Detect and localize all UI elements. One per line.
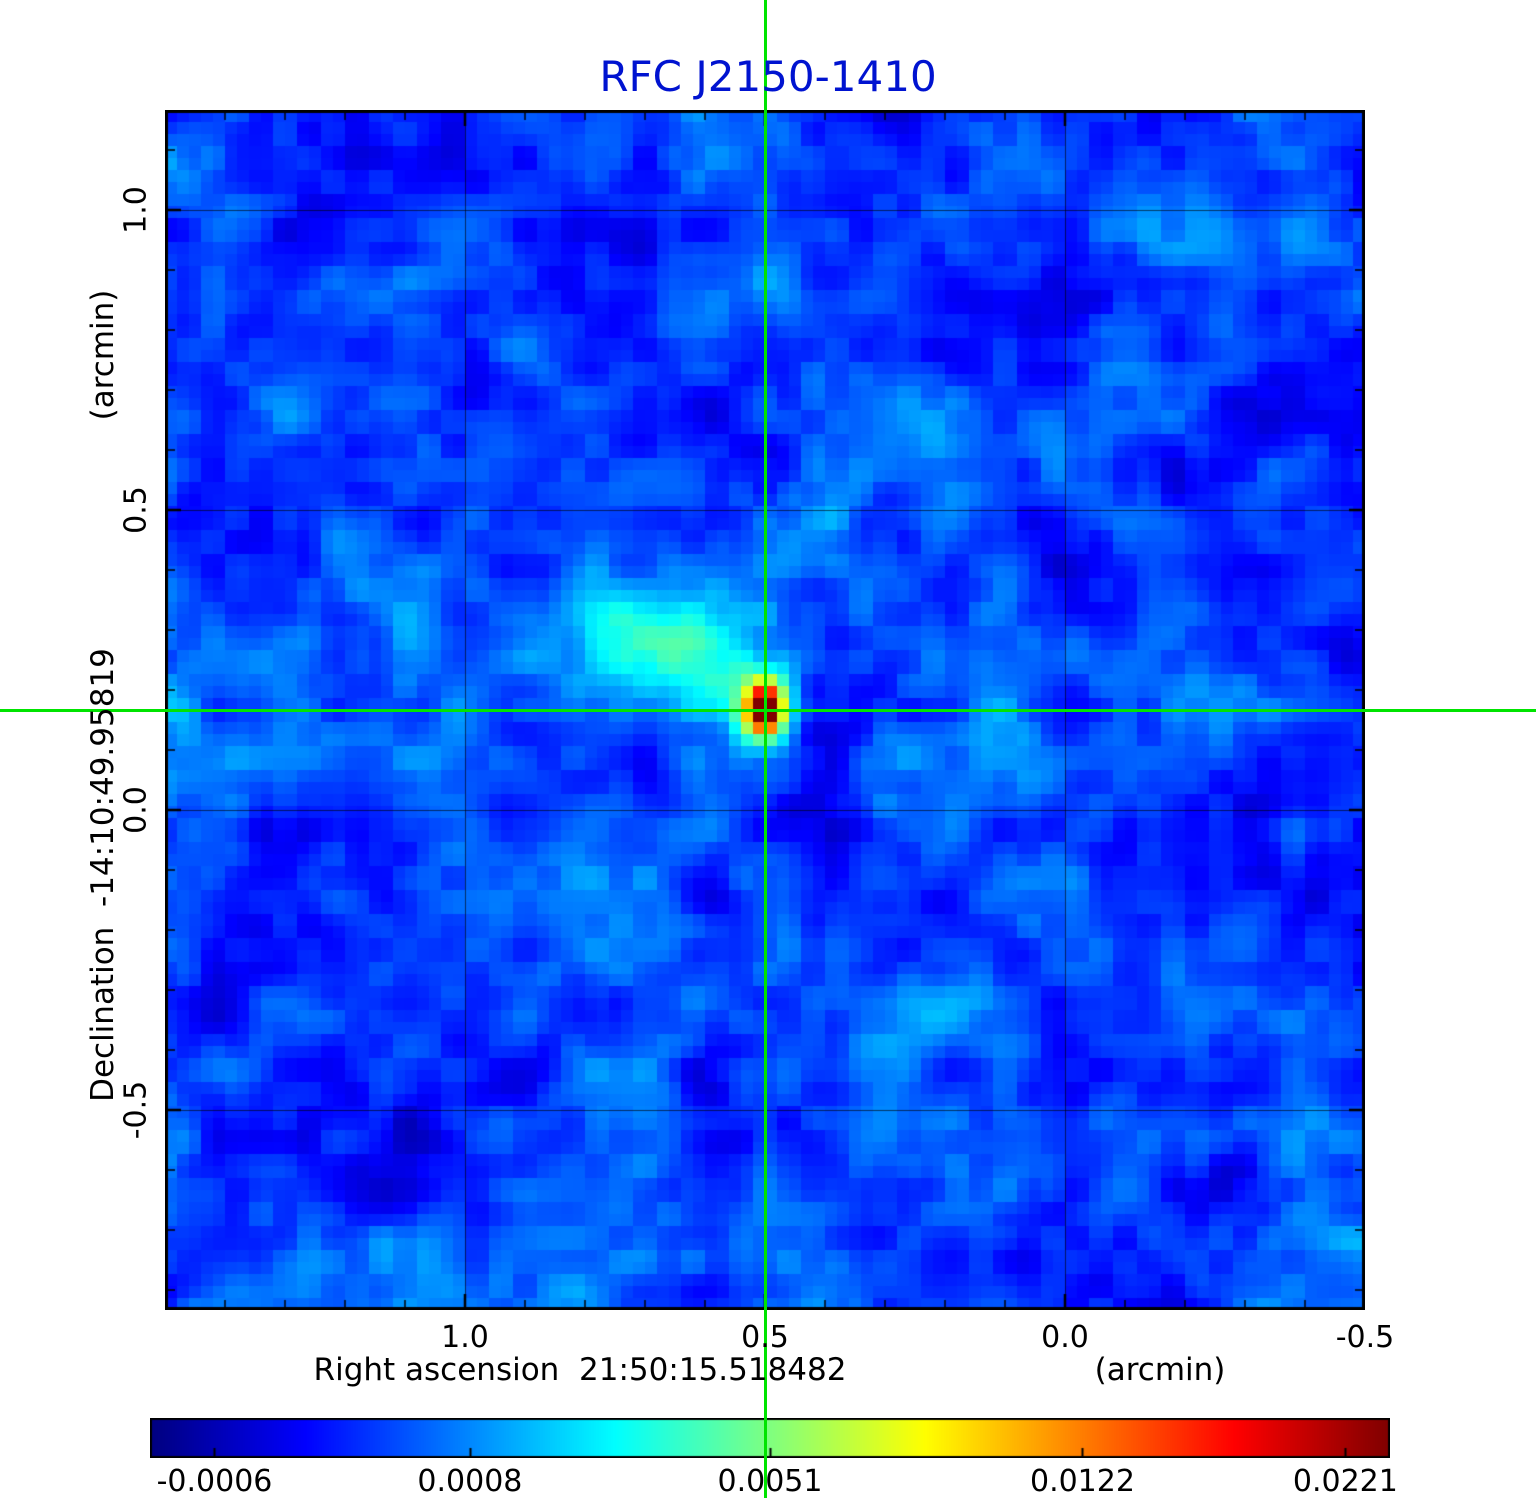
y-axis-unit: (arcmin) [85, 289, 121, 421]
x-tick-label: 0.5 [741, 1320, 789, 1355]
x-axis-label: Right ascension 21:50:15.518482 [313, 1352, 847, 1388]
y-tick-label: 0.0 [118, 786, 154, 834]
colorbar-tick-label: 0.0008 [417, 1464, 523, 1499]
colorbar-tick-label: -0.0006 [156, 1464, 273, 1499]
colorbar-tick-label: 0.0051 [717, 1464, 823, 1499]
y-axis-label: Declination -14:10:49.95819 [85, 648, 121, 1102]
crosshair-vertical-line [764, 0, 767, 1498]
x-tick-label: 1.0 [441, 1320, 489, 1355]
plot-title: RFC J2150-1410 [599, 52, 937, 101]
y-tick-label: 0.5 [118, 486, 154, 534]
y-tick-label: -0.5 [118, 1080, 154, 1140]
x-tick-label: 0.0 [1041, 1320, 1089, 1355]
colorbar-canvas [150, 1418, 1390, 1458]
colorbar-tick-label: 0.0221 [1292, 1464, 1398, 1499]
colorbar-tick-label: 0.0122 [1029, 1464, 1135, 1499]
x-tick-label: -0.5 [1335, 1320, 1395, 1355]
x-axis-unit: (arcmin) [1094, 1352, 1226, 1388]
crosshair-horizontal-line [0, 709, 1536, 712]
y-tick-label: 1.0 [118, 186, 154, 234]
